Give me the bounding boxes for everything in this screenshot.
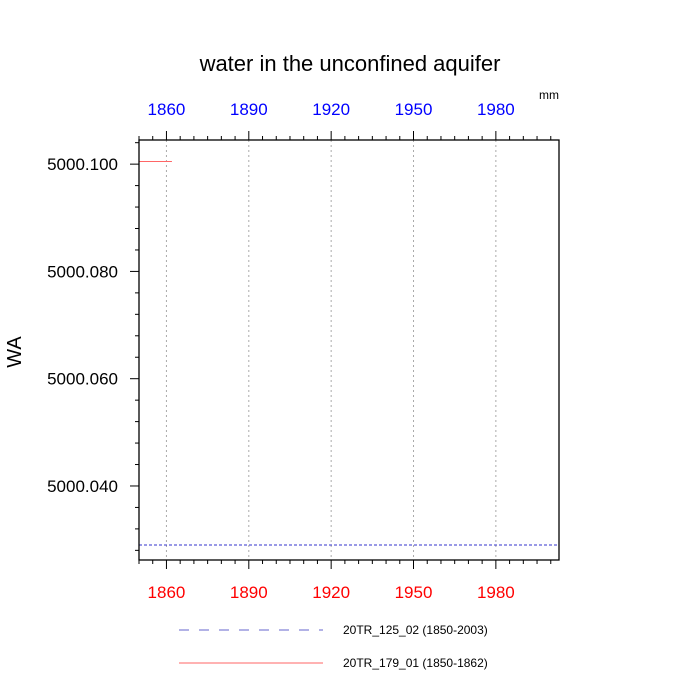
x-tick-label-top: 1890	[230, 100, 268, 119]
x-tick-label-top: 1980	[477, 100, 515, 119]
plot-frame	[138, 139, 560, 561]
x-tick-label-bottom: 1890	[230, 583, 268, 602]
axes: 1860 1860 1890 1890 1920 1920 1950 1950 1980 1980…	[47, 100, 552, 602]
x-tick-label-top: 1860	[148, 100, 186, 119]
legend-label-2: 20TR_179_01 (1850-1862)	[343, 656, 488, 670]
y-tick-label: 5000.060	[47, 370, 118, 389]
y-tick-label: 5000.040	[47, 477, 118, 496]
x-tick-label-top: 1950	[395, 100, 433, 119]
y-tick-label: 5000.080	[47, 262, 118, 281]
grid	[165, 140, 497, 560]
x-tick-label-bottom: 1950	[395, 583, 433, 602]
units-label: mm	[539, 88, 559, 102]
legend-label-1: 20TR_125_02 (1850-2003)	[343, 623, 488, 637]
chart-title: water in the unconfined aquifer	[199, 51, 501, 76]
x-tick-label-top: 1920	[312, 100, 350, 119]
y-axis-label: WA	[4, 336, 26, 368]
series-group	[139, 160, 559, 546]
y-tick-label: 5000.100	[47, 155, 118, 174]
x-tick-label-bottom: 1860	[148, 583, 186, 602]
x-tick-label-bottom: 1980	[477, 583, 515, 602]
legend: 20TR_125_02 (1850-2003) 20TR_179_01 (1850…	[179, 623, 488, 670]
x-tick-label-bottom: 1920	[312, 583, 350, 602]
